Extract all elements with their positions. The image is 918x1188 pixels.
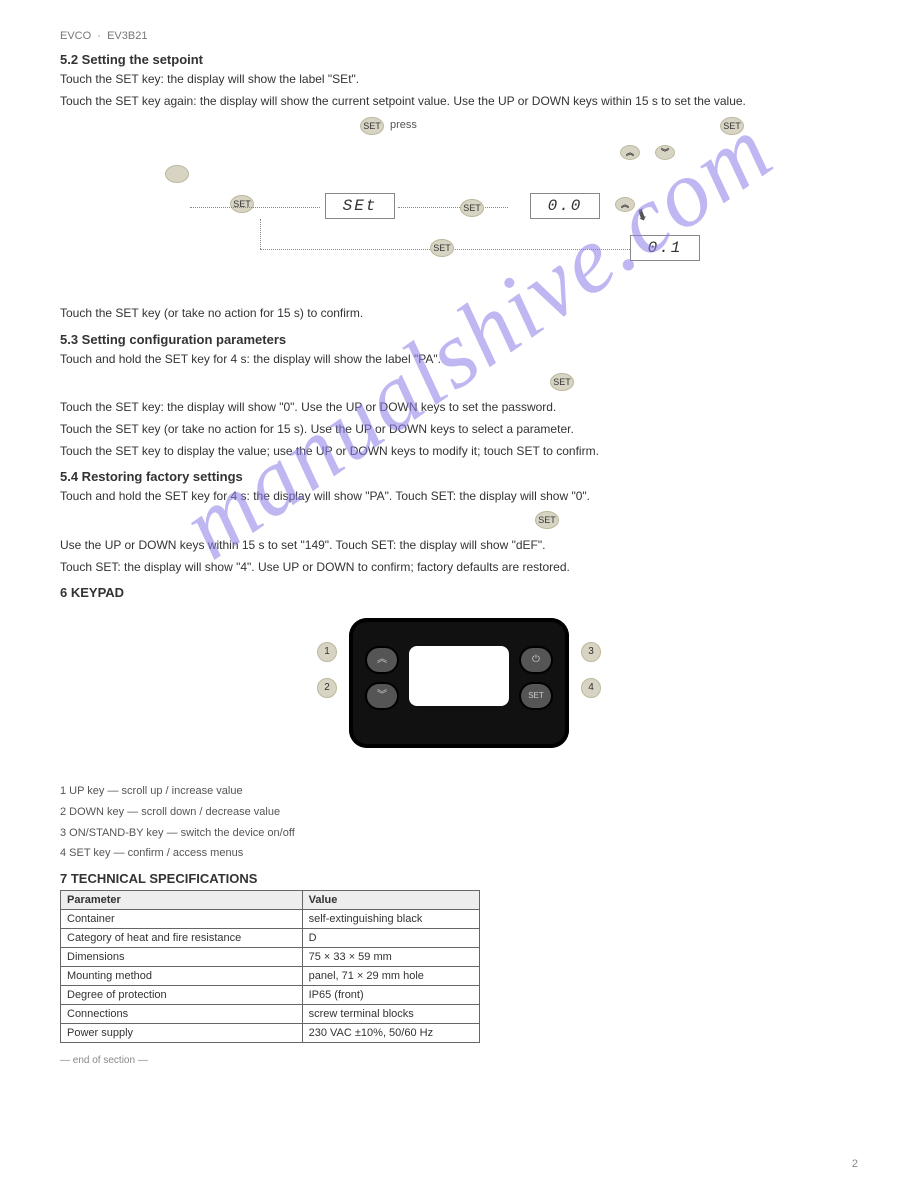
sec1-title: 5.2 Setting the setpoint [60, 52, 858, 67]
set-key-inline2-icon: SET [535, 511, 559, 529]
callout-4: 4 [581, 678, 601, 698]
cell: Connections [61, 1005, 303, 1024]
sec2-p4: Touch the SET key to display the value; … [60, 443, 858, 459]
keypad-body: ︽ ︾ ⏻ SET [349, 618, 569, 748]
chevron-up-icon: ︽ [377, 654, 387, 665]
sec1-p3: Touch the SET key (or take no action for… [60, 305, 858, 321]
sec5-title: 7 TECHNICAL SPECIFICATIONS [60, 871, 858, 886]
step-b-icon: SET [230, 195, 254, 213]
cell: self-extinguishing black [302, 910, 479, 929]
legend-4: 4 SET key — confirm / access menus [60, 846, 858, 861]
model: EV3B21 [107, 30, 147, 42]
legend-1: 1 UP key — scroll up / increase value [60, 784, 858, 799]
sec1-p1: Touch the SET key: the display will show… [60, 71, 858, 87]
cell: Mounting method [61, 967, 303, 986]
table-row: Power supply230 VAC ±10%, 50/60 Hz [61, 1024, 480, 1043]
set-key-icon-2: SET [720, 117, 744, 135]
col-value: Value [302, 891, 479, 910]
keypad-screen [409, 646, 509, 706]
table-row: Category of heat and fire resistanceD [61, 929, 480, 948]
sec3-title: 5.4 Restoring factory settings [60, 469, 858, 484]
down-key-icon: ︾ [655, 145, 675, 160]
table-row: Dimensions75 × 33 × 59 mm [61, 948, 480, 967]
callout-2: 2 [317, 678, 337, 698]
lcd-set: SEt [325, 193, 395, 219]
sec1-p2: Touch the SET key again: the display wil… [60, 93, 858, 109]
cell: screw terminal blocks [302, 1005, 479, 1024]
keypad-set-button[interactable]: SET [521, 684, 551, 708]
sec4-title: 6 KEYPAD [60, 585, 858, 600]
keypad-diagram: 1 2 3 4 ︽ ︾ ⏻ SET [309, 608, 609, 768]
keypad-power-button[interactable]: ⏻ [521, 648, 551, 672]
cell: 75 × 33 × 59 mm [302, 948, 479, 967]
cell: Container [61, 910, 303, 929]
cell: Category of heat and fire resistance [61, 929, 303, 948]
brand: EVCO [60, 30, 91, 42]
hint-press: press [390, 119, 417, 131]
col-param: Parameter [61, 891, 303, 910]
step-a-icon [165, 165, 189, 183]
keypad-down-button[interactable]: ︾ [367, 684, 397, 708]
callout-3: 3 [581, 642, 601, 662]
set-label: SET [528, 691, 544, 700]
step-d-icon: SET [430, 239, 454, 257]
table-header-row: Parameter Value [61, 891, 480, 910]
spec-table: Parameter Value Containerself-extinguish… [60, 890, 480, 1043]
page-number: 2 [852, 1158, 858, 1170]
table-row: Mounting methodpanel, 71 × 29 mm hole [61, 967, 480, 986]
footer-note: — end of section — [60, 1055, 858, 1066]
step-c-icon: SET [460, 199, 484, 217]
sec3-p2: Use the UP or DOWN keys within 15 s to s… [60, 537, 858, 553]
sec3-p3: Touch SET: the display will show "4". Us… [60, 559, 858, 575]
table-row: Degree of protectionIP65 (front) [61, 986, 480, 1005]
cell: Degree of protection [61, 986, 303, 1005]
cell: Power supply [61, 1024, 303, 1043]
cell: Dimensions [61, 948, 303, 967]
cell: IP65 (front) [302, 986, 479, 1005]
cell: 230 VAC ±10%, 50/60 Hz [302, 1024, 479, 1043]
cell: panel, 71 × 29 mm hole [302, 967, 479, 986]
legend-3: 3 ON/STAND-BY key — switch the device on… [60, 826, 858, 841]
sec2-p1: Touch and hold the SET key for 4 s: the … [60, 351, 858, 367]
doc-header: EVCO · EV3B21 [60, 30, 858, 42]
sec2-title: 5.3 Setting configuration parameters [60, 332, 858, 347]
lcd-01: 0.1 [630, 235, 700, 261]
callout-1: 1 [317, 642, 337, 662]
table-row: Containerself-extinguishing black [61, 910, 480, 929]
curve-arrow-icon: ➥ [630, 206, 653, 225]
sec2-p2: Touch the SET key: the display will show… [60, 399, 858, 415]
lcd-00: 0.0 [530, 193, 600, 219]
keypad-up-button[interactable]: ︽ [367, 648, 397, 672]
legend-2: 2 DOWN key — scroll down / decrease valu… [60, 805, 858, 820]
up-key-icon: ︽ [620, 145, 640, 160]
sec3-p1: Touch and hold the SET key for 4 s: the … [60, 488, 858, 504]
cell: D [302, 929, 479, 948]
set-key-icon: SET [360, 117, 384, 135]
setpoint-flow-diagram: SET press ︽ ︾ SET SET SEt SET 0.0 ︽ ➥ SE… [60, 117, 858, 297]
set-key-inline-icon: SET [550, 373, 574, 391]
power-icon: ⏻ [532, 654, 540, 665]
sec2-p3: Touch the SET key (or take no action for… [60, 421, 858, 437]
table-row: Connectionsscrew terminal blocks [61, 1005, 480, 1024]
chevron-down-icon: ︾ [377, 690, 387, 701]
